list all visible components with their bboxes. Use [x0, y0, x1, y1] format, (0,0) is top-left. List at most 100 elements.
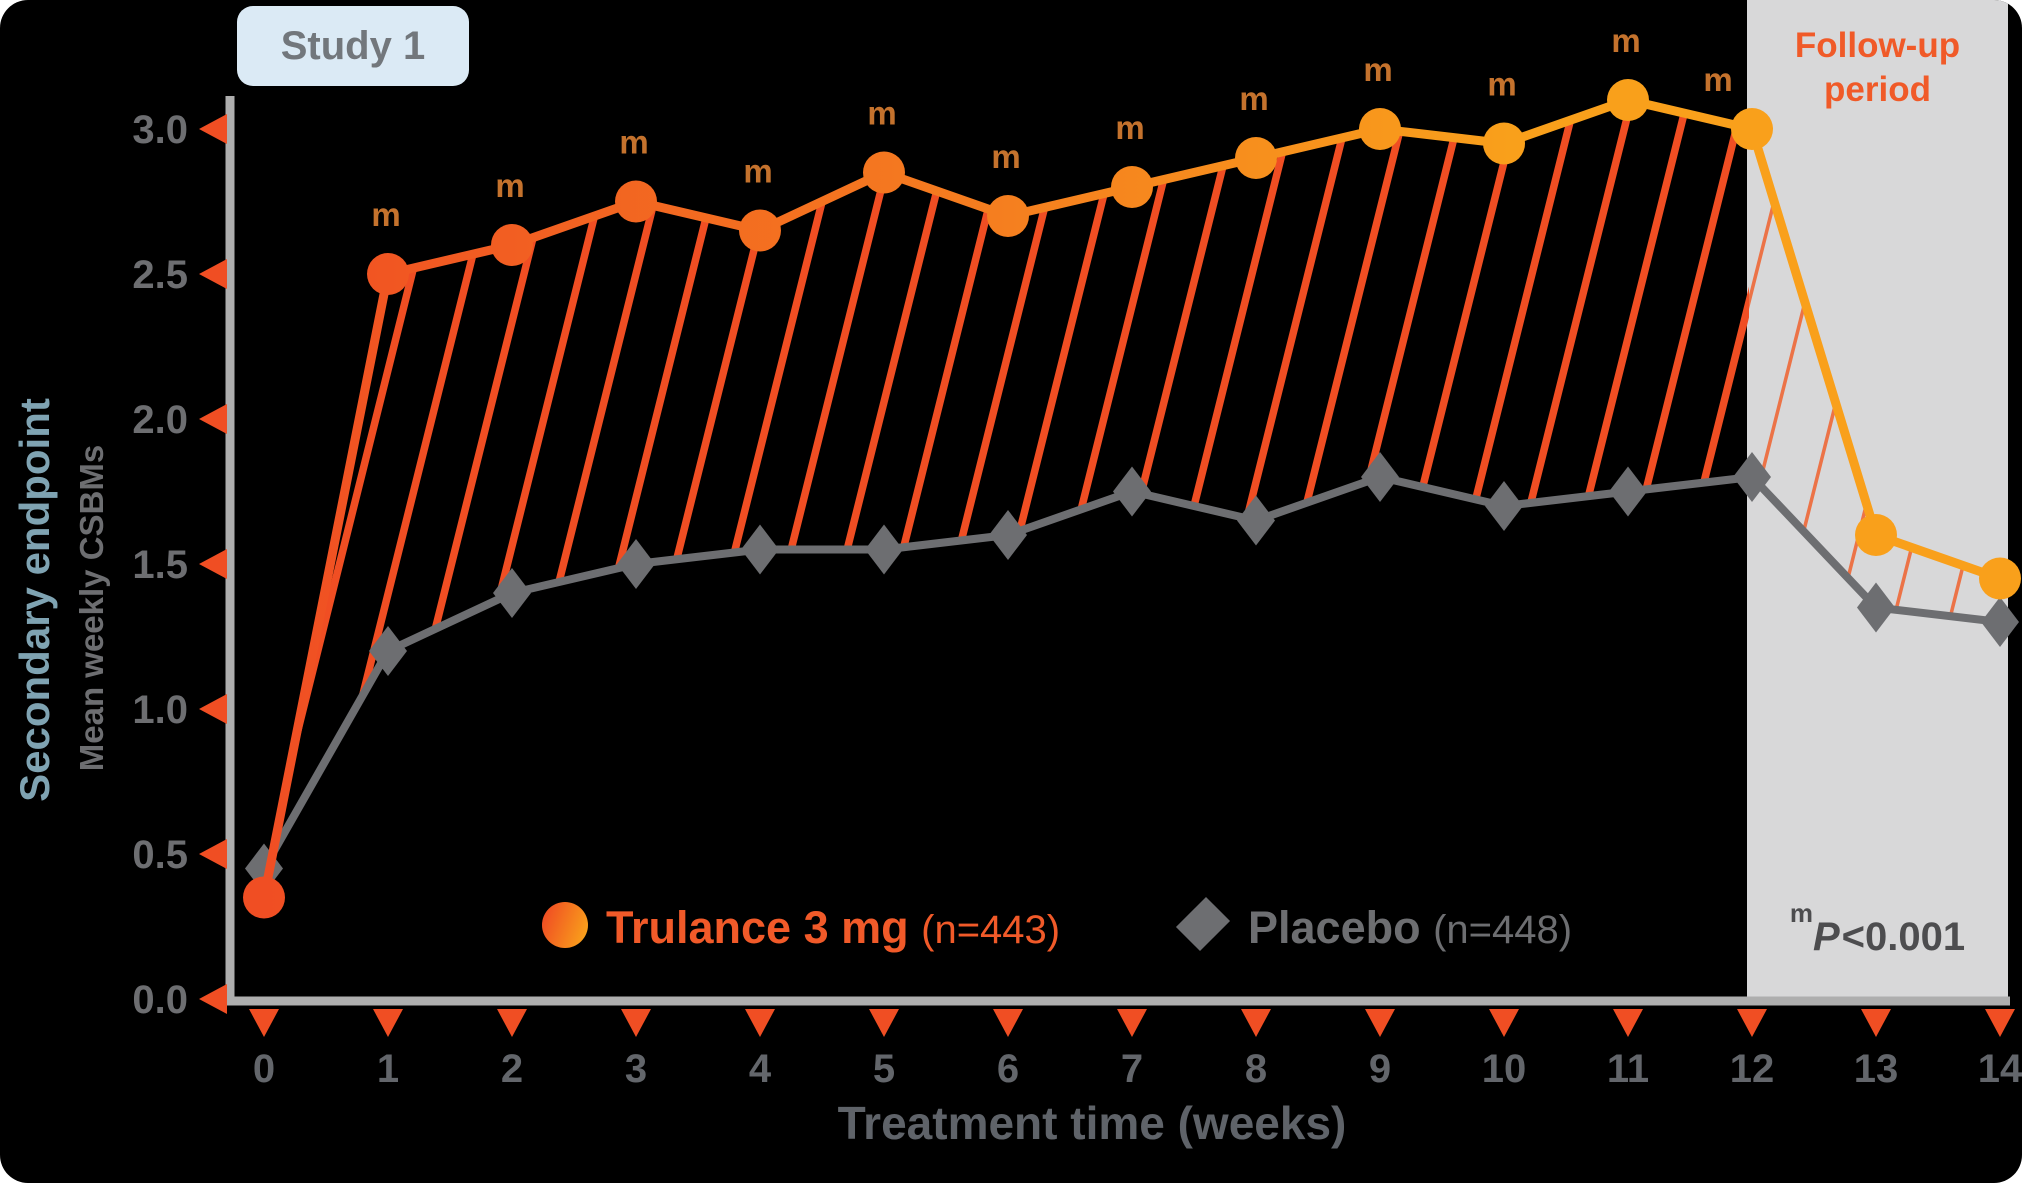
x-tick-triangle	[621, 1009, 651, 1037]
trulance-marker	[1235, 137, 1277, 179]
y-tick-triangle	[199, 984, 227, 1014]
x-tick-label: 0	[253, 1047, 275, 1091]
hatch-followup	[172, 50, 2000, 1010]
hatch-line	[1749, 100, 1814, 898]
trulance-marker	[863, 151, 905, 194]
hatch-line	[1962, 100, 2000, 898]
x-tick-label: 8	[1245, 1047, 1267, 1091]
p-value-label: mP<0.001	[1747, 898, 2008, 960]
study-badge: Study 1	[237, 6, 469, 86]
significance-marker: m	[867, 95, 896, 132]
y-tick-triangle	[199, 114, 227, 144]
placebo-legend-name: Placebo	[1248, 902, 1421, 953]
p-value-superscript: m	[1789, 898, 1813, 928]
x-tick-label: 11	[1607, 1047, 1649, 1091]
y-axis-title-primary: Secondary endpoint	[11, 398, 58, 802]
x-tick-label: 7	[1121, 1047, 1143, 1091]
hatch-line	[1964, 50, 2022, 1010]
placebo-marker	[741, 524, 779, 575]
significance-marker: m	[619, 124, 648, 161]
x-tick-triangle	[1365, 1009, 1395, 1037]
significance-marker: m	[1115, 109, 1144, 146]
significance-marker: m	[1487, 66, 1516, 103]
x-tick-triangle	[1861, 1009, 1891, 1037]
y-tick-triangle	[199, 404, 227, 434]
x-tick-label: 12	[1730, 1047, 1775, 1091]
x-tick-label: 9	[1369, 1047, 1391, 1091]
x-tick-triangle	[1613, 1009, 1643, 1037]
hatch-line	[1794, 100, 2000, 898]
placebo-marker	[1237, 495, 1275, 546]
x-tick-label: 13	[1854, 1047, 1899, 1091]
placebo-marker	[1113, 466, 1151, 517]
trulance-marker	[987, 195, 1029, 237]
trulance-marker	[1359, 108, 1401, 150]
trulance-marker	[491, 224, 533, 266]
trulance-marker	[1483, 122, 1525, 165]
x-tick-triangle	[1985, 1009, 2015, 1037]
significance-marker: m	[1611, 22, 1640, 59]
trulance-marker	[615, 180, 657, 223]
hatch-line	[616, 100, 864, 898]
placebo-marker	[1609, 466, 1647, 517]
trulance-marker	[367, 253, 409, 295]
trulance-legend-name: Trulance 3 mg	[606, 902, 909, 953]
x-tick-triangle	[249, 1009, 279, 1037]
trulance-marker	[1731, 108, 1773, 150]
x-tick-triangle	[1241, 1009, 1271, 1037]
trulance-marker	[1111, 166, 1153, 208]
placebo-marker	[1981, 597, 2019, 647]
x-tick-label: 2	[501, 1047, 523, 1091]
placebo-marker	[989, 510, 1027, 560]
x-tick-label: 6	[997, 1047, 1019, 1091]
y-tick-triangle	[199, 839, 227, 869]
significance-marker: m	[371, 196, 400, 233]
placebo-marker	[1733, 452, 1771, 502]
y-tick-label: 3.0	[132, 108, 188, 152]
trulance-legend-marker	[542, 902, 588, 948]
x-tick-label: 5	[873, 1047, 895, 1091]
placebo-marker	[865, 524, 903, 575]
y-tick-triangle	[199, 259, 227, 289]
hatch-line	[952, 100, 1200, 898]
y-tick-label: 2.0	[132, 398, 188, 442]
y-tick-label: 1.5	[132, 543, 188, 587]
placebo-marker	[1485, 481, 1523, 531]
x-tick-label: 10	[1482, 1047, 1527, 1091]
y-tick-triangle	[199, 549, 227, 579]
axes-lines	[225, 96, 2010, 1006]
placebo-marker	[617, 539, 655, 589]
y-axis-title-secondary: Mean weekly CSBMs	[73, 444, 110, 772]
x-tick-label: 1	[377, 1047, 399, 1091]
study-badge-label: Study 1	[280, 23, 426, 68]
trulance-marker	[1855, 514, 1897, 556]
hatch-main	[264, 50, 2022, 1010]
trulance-marker	[1607, 79, 1649, 121]
significance-marker: m	[991, 138, 1020, 175]
x-tick-triangle	[497, 1009, 527, 1037]
placebo-legend-n: (n=448)	[1433, 908, 1573, 952]
significance-marker: m	[495, 167, 524, 204]
y-tick-label: 0.0	[132, 978, 188, 1022]
x-tick-label: 14	[1978, 1047, 2022, 1091]
x-tick-triangle	[993, 1009, 1023, 1037]
placebo-line	[260, 473, 2001, 871]
significance-marker: m	[1363, 51, 1392, 88]
x-tick-triangle	[869, 1009, 899, 1037]
x-tick-triangle	[1117, 1009, 1147, 1037]
hatch-line	[172, 50, 412, 1010]
hatch-line	[336, 100, 584, 898]
hatched-area	[172, 50, 2022, 1010]
x-tick-triangle	[373, 1009, 403, 1037]
trulance-legend-n: (n=443)	[921, 908, 1061, 952]
hatch-line	[1906, 100, 2000, 898]
hatch-line	[448, 100, 696, 898]
placebo-marker	[493, 568, 531, 618]
x-tick-label: 4	[749, 1047, 772, 1091]
significance-marker: m	[1239, 80, 1268, 117]
y-tick-label: 2.5	[132, 253, 188, 297]
trulance-legend-label: Trulance 3 mg (n=443)	[606, 902, 1060, 954]
placebo-marker	[1857, 582, 1895, 633]
